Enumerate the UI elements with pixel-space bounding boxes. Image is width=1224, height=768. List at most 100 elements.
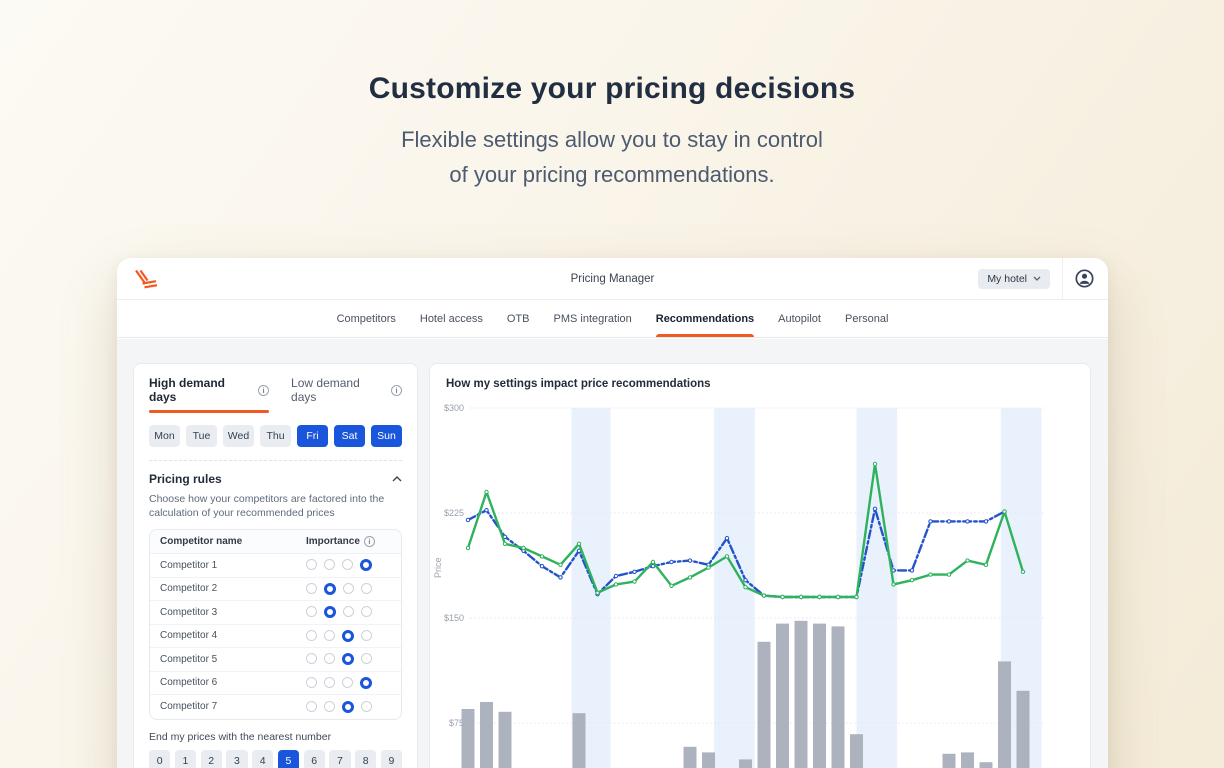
- price-line-blue-marker: [983, 519, 989, 524]
- importance-radio-1[interactable]: [306, 676, 317, 688]
- price-line-green-marker: [706, 565, 711, 570]
- nearest-number-5[interactable]: 5: [277, 749, 299, 768]
- price-line-green-marker: [687, 575, 693, 580]
- nearest-number-0[interactable]: 0: [149, 749, 171, 768]
- importance-radio-3-selected[interactable]: [342, 700, 354, 713]
- importance-radio-2[interactable]: [324, 676, 335, 688]
- importance-radio-4[interactable]: [361, 700, 372, 712]
- competitor-row: Competitor 6: [150, 672, 401, 695]
- price-line-blue-marker: [613, 573, 619, 579]
- nearest-number-2[interactable]: 2: [200, 749, 222, 768]
- importance-radio-1[interactable]: [306, 582, 317, 594]
- price-line-green-marker: [724, 554, 730, 559]
- importance-radio-1[interactable]: [306, 629, 317, 641]
- importance-radio-2[interactable]: [324, 629, 335, 641]
- importance-radio-3[interactable]: [342, 559, 353, 571]
- day-button-fri[interactable]: Fri: [297, 425, 328, 447]
- price-line-blue-marker: [650, 564, 656, 569]
- importance-radio-2[interactable]: [324, 700, 335, 712]
- demand-bar: [942, 753, 956, 768]
- importance-radio-3[interactable]: [342, 676, 353, 688]
- info-icon[interactable]: i: [391, 384, 402, 396]
- pricing-rules-description: Choose how your competitors are factored…: [149, 493, 385, 519]
- demand-bar: [480, 702, 493, 768]
- importance-radio-4-selected[interactable]: [360, 559, 372, 572]
- hotel-selector-button[interactable]: My hotel: [978, 268, 1050, 289]
- importance-radio-3-selected[interactable]: [342, 629, 354, 642]
- importance-radio-2-selected[interactable]: [324, 582, 336, 595]
- caret-down-icon: [1033, 276, 1041, 281]
- nav-tab-recommendations[interactable]: Recommendations: [655, 300, 755, 337]
- price-line-green-marker: [983, 562, 989, 568]
- importance-radio-4[interactable]: [361, 582, 372, 594]
- demand-bar: [979, 762, 993, 768]
- tab-high-demand-days[interactable]: High demand days i: [149, 376, 270, 413]
- nav-tab-autopilot[interactable]: Autopilot: [778, 312, 821, 325]
- nearest-number-8[interactable]: 8: [355, 749, 377, 768]
- nav-tab-personal[interactable]: Personal: [844, 312, 889, 325]
- nearest-number-1[interactable]: 1: [174, 749, 196, 768]
- importance-radio-group: [306, 653, 401, 666]
- demand-bar: [702, 752, 715, 768]
- divider: [149, 460, 402, 461]
- price-line-blue-marker: [946, 519, 952, 524]
- importance-radio-2-selected[interactable]: [324, 606, 336, 619]
- tab-low-demand-days[interactable]: Low demand days i: [291, 376, 402, 413]
- nav-tab-pms-integration[interactable]: PMS integration: [553, 312, 632, 325]
- importance-radio-3-selected[interactable]: [342, 653, 354, 666]
- price-line-green-marker: [484, 489, 489, 495]
- importance-radio-1[interactable]: [306, 606, 317, 618]
- importance-radio-4[interactable]: [361, 629, 372, 641]
- importance-radio-group: [306, 559, 401, 572]
- nearest-number-9[interactable]: 9: [380, 749, 402, 768]
- day-button-mon[interactable]: Mon: [149, 425, 180, 447]
- day-button-sat[interactable]: Sat: [334, 425, 365, 447]
- importance-radio-group: [306, 676, 401, 689]
- importance-radio-2[interactable]: [324, 653, 335, 665]
- demand-bar: [850, 734, 863, 768]
- price-line-blue-marker: [632, 569, 637, 575]
- demand-bar: [776, 623, 789, 768]
- demand-bar: [1016, 690, 1030, 768]
- importance-radio-4[interactable]: [361, 653, 372, 665]
- nav-tab-hotel-access[interactable]: Hotel access: [419, 312, 483, 325]
- price-line-green-marker: [817, 594, 822, 600]
- y-tick-label: $300: [444, 403, 464, 413]
- demand-bar: [813, 623, 826, 768]
- importance-radio-3[interactable]: [343, 582, 354, 594]
- importance-radio-1[interactable]: [306, 700, 317, 712]
- day-button-sun[interactable]: Sun: [371, 425, 402, 447]
- day-button-tue[interactable]: Tue: [186, 425, 217, 447]
- col-importance: Importance i: [306, 536, 401, 547]
- importance-radio-1[interactable]: [306, 653, 317, 665]
- price-line-green-marker: [521, 545, 526, 551]
- nearest-number-6[interactable]: 6: [303, 749, 325, 768]
- competitor-name: Competitor 1: [160, 559, 218, 571]
- importance-radio-3[interactable]: [343, 606, 354, 618]
- demand-bar: [572, 713, 586, 768]
- user-avatar-icon[interactable]: [1075, 269, 1094, 288]
- day-button-wed[interactable]: Wed: [223, 425, 254, 447]
- importance-radio-2[interactable]: [324, 559, 335, 571]
- demand-bar: [498, 711, 512, 768]
- price-line-blue-marker: [669, 559, 674, 565]
- price-line-green-marker: [909, 578, 915, 583]
- day-button-thu[interactable]: Thu: [260, 425, 291, 447]
- chevron-up-icon[interactable]: [392, 476, 402, 482]
- importance-radio-4[interactable]: [361, 606, 372, 618]
- info-icon[interactable]: i: [258, 384, 270, 396]
- nav-tab-otb[interactable]: OTB: [506, 312, 530, 325]
- info-icon[interactable]: i: [363, 536, 375, 547]
- price-line-blue: [466, 507, 1006, 599]
- nearest-number-3[interactable]: 3: [226, 749, 248, 768]
- nearest-number-7[interactable]: 7: [329, 749, 351, 768]
- importance-radio-1[interactable]: [306, 559, 317, 571]
- nearest-number-4[interactable]: 4: [252, 749, 274, 768]
- price-line-green-marker: [965, 558, 970, 563]
- price-line-blue-marker: [465, 517, 471, 523]
- price-line-blue-marker: [724, 536, 730, 541]
- highlight-band: [856, 408, 898, 768]
- importance-radio-4-selected[interactable]: [360, 676, 372, 689]
- nav-tab-competitors[interactable]: Competitors: [336, 312, 396, 325]
